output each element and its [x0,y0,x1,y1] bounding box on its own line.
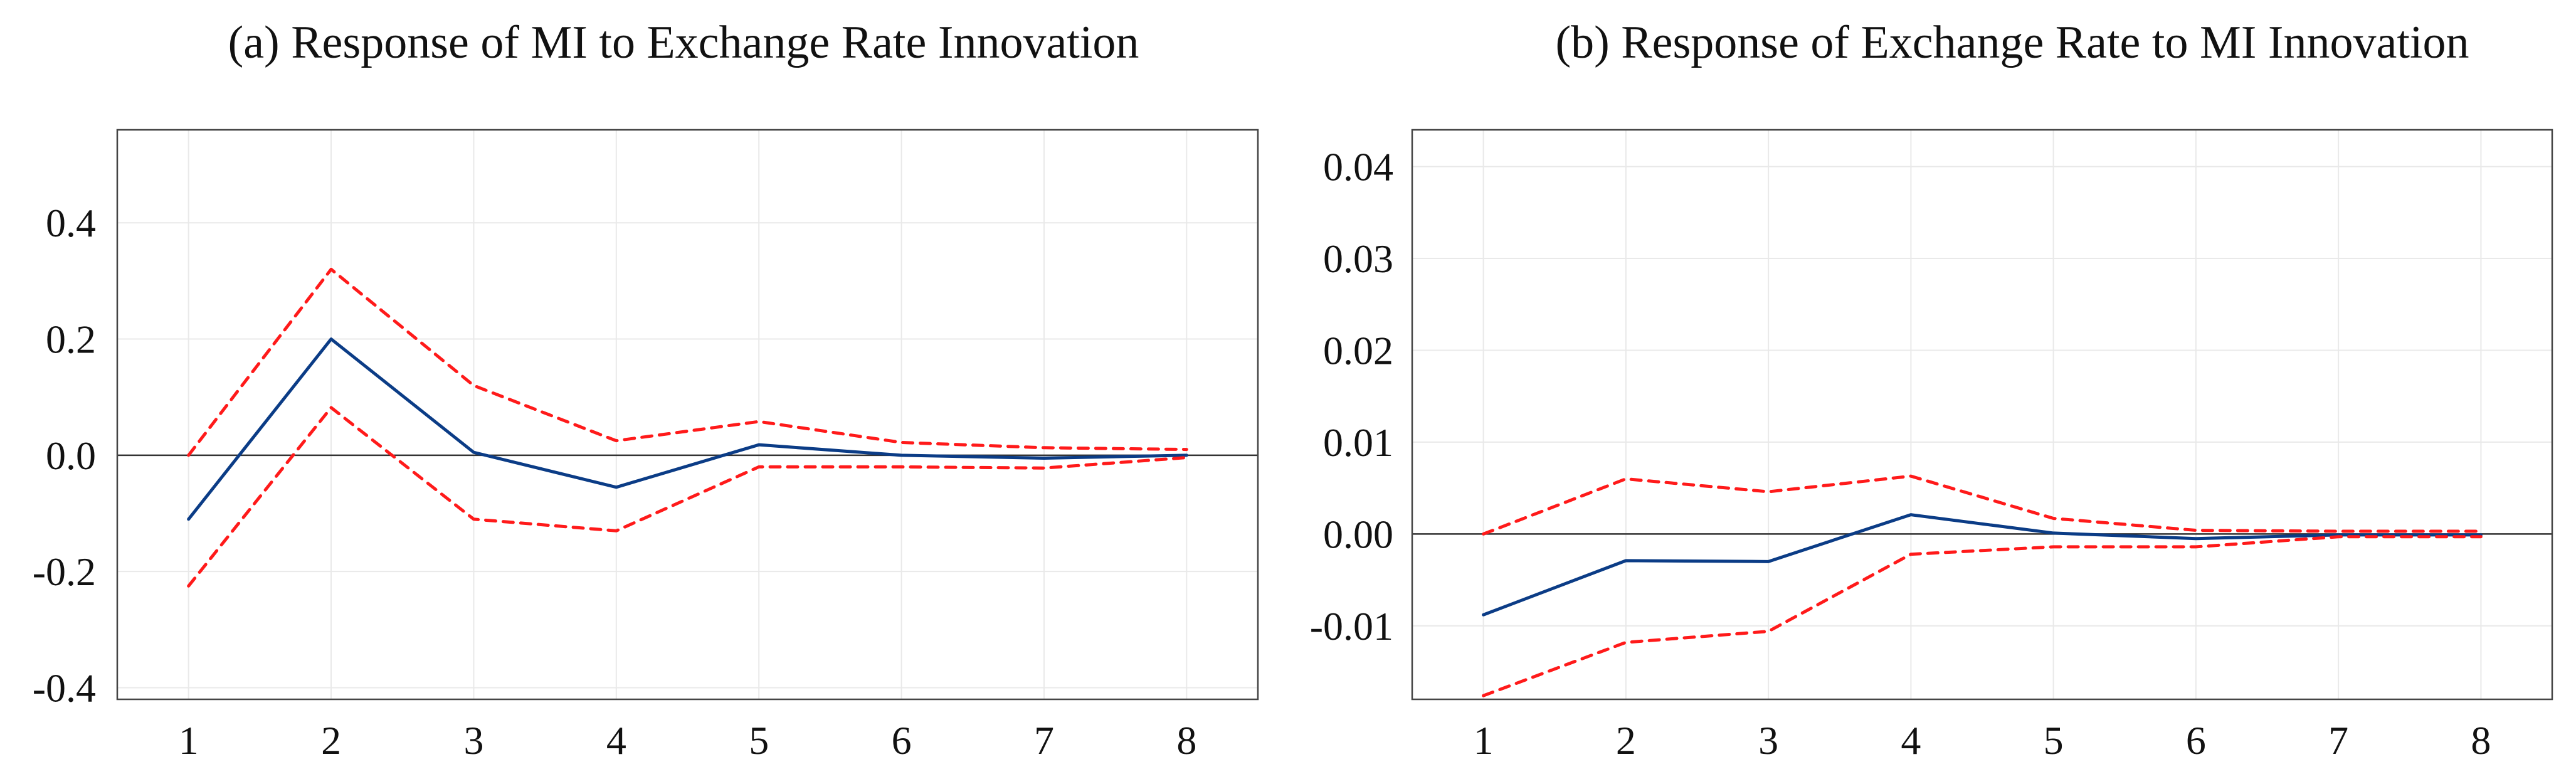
panel-a-x-tick-label-6: 6 [892,718,912,763]
panel-b-x-tick-label-7: 7 [2328,718,2348,763]
panel-a-y-tick-label-5: 0.4 [46,201,96,245]
panel-b-y-tick-label-4: 0.02 [1323,328,1393,373]
panel-b-plot-frame [1411,129,2553,701]
panel-a-x-tick-label-8: 8 [1176,718,1196,763]
panel-b-upper-band-line [1482,474,2483,536]
panel-a: (a) Response of MI to Exchange Rate Inno… [33,17,1259,763]
panel-b-grid [1412,130,2552,699]
panel-b-lower-band-line [1482,535,2483,697]
panel-a-x-tick-label-4: 4 [606,718,626,763]
panel-b-x-tick-label-1: 1 [1474,718,1494,763]
panel-b-title: (b) Response of Exchange Rate to MI Inno… [1555,17,2469,68]
panel-b-x-tick-label-8: 8 [2471,718,2491,763]
panel-a-series-upper-band [187,267,1188,457]
panel-b-series-upper-band [1482,474,2483,536]
panel-b-x-tick-label-3: 3 [1758,718,1778,763]
panel-a-plot-frame [116,129,1259,701]
panel-a-x-tick-label-3: 3 [463,718,483,763]
panel-a-lower-band-line [187,406,1188,588]
panel-b-x-tick-label-6: 6 [2186,718,2206,763]
panel-b-y-tick-label-5: 0.03 [1323,236,1393,281]
panel-b-x-tick-label-2: 2 [1616,718,1636,763]
panel-a-series-response [187,337,1188,521]
panel-a-y-tick-label-4: 0.2 [46,317,96,362]
panel-a-upper-band-line [187,267,1188,457]
panel-a-title: (a) Response of MI to Exchange Rate Inno… [228,17,1139,68]
panel-b-series-lower-band [1482,535,2483,697]
panel-b-response-line [1482,513,2483,617]
panel-b-series-response [1482,513,2483,617]
panel-a-y-tick-label-1: -0.4 [33,665,96,710]
panel-b-y-tick-label-1: -0.01 [1310,604,1393,649]
panel-b-x-tick-label-4: 4 [1901,718,1921,763]
panel-b: (b) Response of Exchange Rate to MI Inno… [1310,17,2553,763]
panel-b-y-tick-label-2: 0.00 [1323,512,1393,556]
panel-b-y-tick-label-6: 0.04 [1323,145,1393,189]
panel-a-x-tick-label-5: 5 [749,718,769,763]
panel-a-y-tick-label-2: -0.2 [33,549,96,594]
panel-a-grid [117,130,1258,699]
panel-a-x-tick-label-1: 1 [179,718,199,763]
panel-a-x-tick-label-7: 7 [1034,718,1054,763]
panel-b-x-tick-label-5: 5 [2044,718,2064,763]
panel-a-response-line [187,337,1188,521]
panel-b-y-tick-label-3: 0.01 [1323,420,1393,465]
panel-a-x-tick-label-2: 2 [321,718,341,763]
panel-a-y-tick-label-3: 0.0 [46,433,96,478]
panel-a-series-lower-band [187,406,1188,588]
